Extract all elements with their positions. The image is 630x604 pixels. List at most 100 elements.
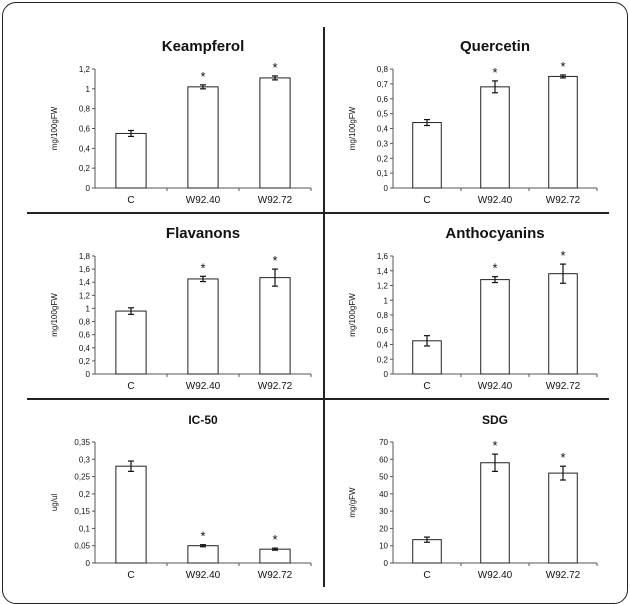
y-tick-label: 0 <box>86 370 91 379</box>
x-tick-label: C <box>127 570 134 581</box>
bar <box>187 278 219 375</box>
significance-marker: * <box>560 248 565 263</box>
x-tick-label: C <box>127 381 134 392</box>
chart-title: SDG <box>482 413 508 427</box>
significance-marker: * <box>272 532 277 547</box>
y-tick-label: 1,2 <box>79 291 91 300</box>
significance-marker: * <box>200 69 205 84</box>
chart-svg: Flavanons mg/100gFW 0 0,2 0,4 0,6 0,8 1 1,2 1,4 1,… <box>50 225 312 392</box>
bar <box>259 548 291 564</box>
y-tick-label: 30 <box>379 507 388 516</box>
chart-keampferol: Keampferol mg/100gFW 0 0,2 0,4 0,6 0,8 1 1,2 C * W9… <box>27 27 323 212</box>
y-tick-label: 0,6 <box>377 95 389 104</box>
y-tick-label: 1,4 <box>377 267 389 276</box>
y-tick-label: 50 <box>379 473 388 482</box>
bar <box>259 277 291 375</box>
y-tick-label: 1 <box>86 85 91 94</box>
bar <box>548 273 578 375</box>
significance-marker: * <box>492 65 497 80</box>
y-tick-label: 1,6 <box>79 265 91 274</box>
bar <box>480 86 510 189</box>
y-tick-label: 0 <box>384 559 389 568</box>
bar <box>480 462 510 564</box>
chart-ic50: IC-50 ug/ul 0 0,05 0,1 0,15 0,2 0,25 0,3 0,35 C * W9… <box>27 400 323 587</box>
y-tick-label: 0,35 <box>74 438 90 447</box>
bar <box>480 279 510 375</box>
y-tick-label: 0,15 <box>74 507 90 516</box>
y-tick-label: 0,05 <box>74 542 90 551</box>
y-tick-label: 0,1 <box>79 524 91 533</box>
chart-grid: Keampferol mg/100gFW 0 0,2 0,4 0,6 0,8 1 1,2 C * W9… <box>27 27 609 587</box>
y-tick-label: 10 <box>379 542 388 551</box>
x-tick-label: W92.72 <box>258 195 293 206</box>
y-axis-label: mg/100gFW <box>348 293 357 337</box>
x-tick-label: W92.40 <box>186 570 221 581</box>
chart-quercetin: Quercetin mg/100gFW 0 0,1 0,2 0,3 0,4 0,5 0,6 0,7… <box>325 27 609 212</box>
x-tick-label: C <box>423 570 430 581</box>
y-tick-label: 1 <box>384 296 389 305</box>
significance-marker: * <box>200 529 205 544</box>
x-tick-label: C <box>127 195 134 206</box>
bar <box>259 77 291 189</box>
y-tick-label: 0,4 <box>377 341 389 350</box>
y-tick-label: 0,1 <box>377 169 389 178</box>
y-tick-label: 0,2 <box>79 357 91 366</box>
y-axis-label: mg/100gFW <box>50 293 59 337</box>
y-tick-label: 60 <box>379 455 388 464</box>
y-tick-label: 1,4 <box>79 278 91 287</box>
significance-marker: * <box>272 60 277 75</box>
y-tick-label: 0,25 <box>74 473 90 482</box>
y-tick-label: 1 <box>86 304 91 313</box>
y-tick-label: 0,8 <box>377 65 389 74</box>
x-tick-label: W92.72 <box>258 570 293 581</box>
x-tick-label: W92.72 <box>258 381 293 392</box>
chart-title: Quercetin <box>460 38 530 55</box>
y-tick-label: 0,2 <box>377 355 389 364</box>
y-tick-label: 0,8 <box>377 311 389 320</box>
y-tick-label: 1,6 <box>377 252 389 261</box>
significance-marker: * <box>272 253 277 268</box>
significance-marker: * <box>492 438 497 453</box>
panel-divider-vertical <box>323 27 325 587</box>
y-tick-label: 1,2 <box>79 65 91 74</box>
y-axis-label: ug/ul <box>50 494 59 512</box>
x-tick-label: W92.72 <box>546 381 581 392</box>
y-tick-label: 0 <box>384 370 389 379</box>
panel-divider-horizontal-2 <box>27 398 609 400</box>
chart-title: Flavanons <box>166 225 240 242</box>
y-tick-label: 0,3 <box>377 139 389 148</box>
bar <box>187 86 219 189</box>
y-tick-label: 1,2 <box>377 282 389 291</box>
bar <box>115 310 147 375</box>
bar <box>548 472 578 564</box>
y-tick-label: 20 <box>379 524 388 533</box>
y-tick-label: 0,2 <box>79 490 91 499</box>
chart-title: IC-50 <box>188 413 218 427</box>
y-tick-label: 0 <box>384 184 389 193</box>
chart-svg: Keampferol mg/100gFW 0 0,2 0,4 0,6 0,8 1 1,2 C * W9… <box>50 38 312 206</box>
chart-svg: Anthocyanins mg/100gFW 0 0,2 0,4 0,6 0,8 1 1,2 1,… <box>348 225 598 392</box>
x-tick-label: W92.40 <box>478 381 513 392</box>
chart-anthocyanins: Anthocyanins mg/100gFW 0 0,2 0,4 0,6 0,8 1 1,2 1,… <box>325 214 609 398</box>
panel-divider-horizontal-1 <box>27 212 609 214</box>
bar <box>115 465 147 564</box>
chart-title: Keampferol <box>162 38 245 55</box>
significance-marker: * <box>200 260 205 275</box>
y-tick-label: 0,4 <box>79 344 91 353</box>
significance-marker: * <box>492 261 497 276</box>
chart-sdg: SDG mg/gFW 0 10 20 30 40 50 60 70 C * W92.40 * W92.72 <box>325 400 609 587</box>
x-tick-label: C <box>423 195 430 206</box>
x-tick-label: W92.72 <box>546 195 581 206</box>
y-tick-label: 0,4 <box>377 125 389 134</box>
chart-title: Anthocyanins <box>445 225 544 242</box>
y-tick-label: 0,6 <box>79 125 91 134</box>
significance-marker: * <box>560 450 565 465</box>
y-tick-label: 0,2 <box>79 164 91 173</box>
x-tick-label: C <box>423 381 430 392</box>
x-tick-label: W92.40 <box>478 195 513 206</box>
x-tick-label: W92.40 <box>186 381 221 392</box>
y-tick-label: 0 <box>86 184 91 193</box>
y-tick-label: 0,5 <box>377 110 389 119</box>
y-tick-label: 0,4 <box>79 144 91 153</box>
